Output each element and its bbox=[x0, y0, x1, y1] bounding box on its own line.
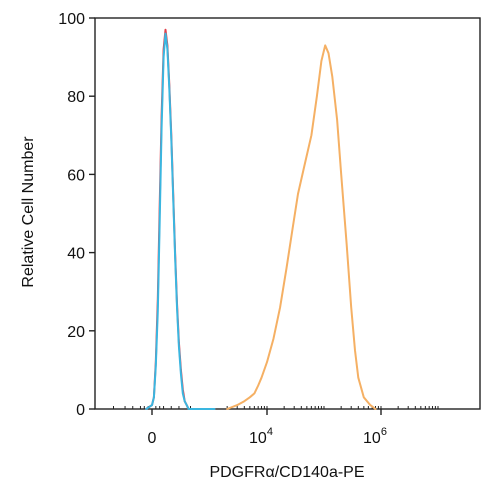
x-tick-label: 106 bbox=[363, 426, 387, 447]
x-axis: 0 104 106 bbox=[113, 406, 439, 447]
x-tick-label: 0 bbox=[148, 430, 157, 447]
y-tick-label: 80 bbox=[67, 89, 85, 106]
x-tick-label: 104 bbox=[249, 426, 273, 447]
series-layer bbox=[145, 28, 377, 410]
y-tick-label: 0 bbox=[76, 402, 85, 419]
y-axis: 0 20 40 60 80 100 bbox=[58, 11, 95, 419]
histogram-series-2 bbox=[145, 32, 216, 410]
plot-frame bbox=[94, 17, 481, 410]
y-tick-label: 100 bbox=[58, 11, 85, 28]
y-tick-label: 40 bbox=[67, 246, 85, 263]
x-axis-title: PDGFRα/CD140a-PE bbox=[209, 464, 364, 481]
y-axis-title: Relative Cell Number bbox=[20, 136, 37, 288]
y-tick-label: 20 bbox=[67, 324, 85, 341]
y-tick-label: 60 bbox=[67, 167, 85, 184]
histogram-series-3 bbox=[226, 44, 377, 410]
